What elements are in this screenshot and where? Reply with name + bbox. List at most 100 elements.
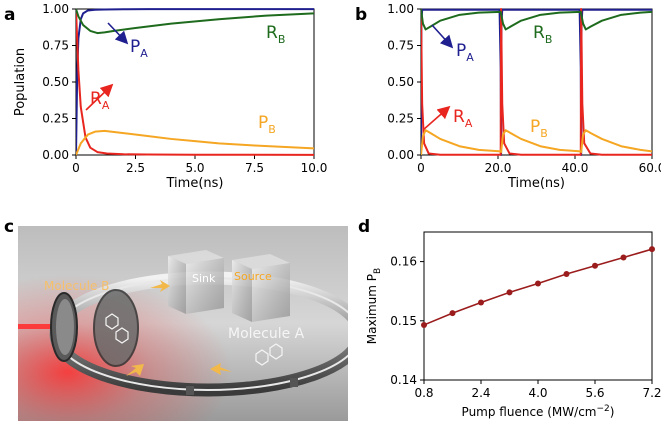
y-tick-label: 0.50 (387, 75, 414, 89)
x-axis-label: Time(ns) (166, 176, 224, 191)
x-tick-label: 2.4 (471, 386, 490, 400)
chart-a: 0 2.5 5.0 7.5 10.0 0.00 0.25 0.50 0.75 1.00 Time(n… (13, 2, 327, 191)
data-point (478, 299, 484, 306)
flow-arrow-1 (150, 280, 170, 292)
source-label: Source (234, 270, 272, 283)
y-tick-label: 0.75 (387, 39, 414, 53)
y-tick-label: 1.00 (42, 2, 69, 16)
annotation-sub: B (545, 33, 553, 46)
annotation-label-PA: PA (130, 37, 148, 60)
y-axis-label: Population (13, 48, 28, 116)
y-tick-label: 0.14 (390, 373, 417, 387)
annotation-label-PB: PB (530, 117, 548, 140)
x-tick-label: 2.5 (126, 161, 145, 175)
data-point (421, 321, 427, 328)
data-point (563, 271, 570, 278)
annotation-arrow (85, 83, 114, 111)
series-line-Maximum-P-B (424, 248, 652, 326)
x-tick-label: 4.0 (528, 386, 547, 400)
annotation-label-PA: PA (456, 41, 474, 64)
y-axis-label: Maximum PB (365, 268, 383, 344)
annotation-sub: A (140, 47, 148, 60)
chart-d: 0.8 2.4 4.0 5.6 7.2 0.14 0.15 0.16 Pump fluence … (365, 231, 661, 419)
x-tick-label: 5.0 (185, 161, 204, 175)
x-tick-label: 7.2 (642, 386, 661, 400)
series-line-P-A (76, 8, 314, 156)
sink-cube-front (168, 256, 186, 314)
molecule-b-label: Molecule B (44, 279, 109, 293)
x-tick-label: 7.5 (245, 161, 264, 175)
y-tick-label: 0.75 (42, 39, 69, 53)
annotation-base: R (90, 89, 102, 109)
annotation-label-RA: RA (453, 107, 473, 130)
y-tick-label: 0.00 (42, 148, 69, 162)
annotation-base: R (266, 23, 278, 43)
flow-arrow-2 (210, 363, 232, 375)
annotation-label-RB: RB (533, 23, 552, 46)
ring-foot-2 (290, 378, 298, 387)
annotation-base: P (456, 41, 466, 61)
molecule-a-label: Molecule A (228, 326, 305, 342)
annotation-label-PB: PB (258, 113, 276, 136)
y-tick-label: 0.25 (42, 112, 69, 126)
source-cube-top (232, 254, 290, 269)
molecule-a-structure (255, 343, 283, 366)
ring-foot-1 (186, 386, 194, 395)
flow-arrow-3 (126, 364, 144, 376)
annotation-base: P (258, 113, 268, 133)
y-tick-label: 0.50 (42, 75, 69, 89)
x-tick-label: 20.0 (485, 161, 512, 175)
laser-beam (18, 324, 60, 329)
mirror-face (56, 299, 74, 355)
sink-cube-side (186, 258, 224, 314)
annotation-label-RB: RB (266, 23, 285, 46)
x-axis-label: Pump fluence (MW/cm−2) (462, 404, 615, 419)
y-tick-label: 0.25 (387, 112, 414, 126)
annotation-sub: A (102, 99, 110, 112)
panel-letter-b: b (355, 5, 367, 25)
panel-letter-a: a (4, 5, 15, 25)
annotation-sub: A (466, 51, 474, 64)
x-tick-label: 0 (417, 161, 425, 175)
series-line-R-A (421, 8, 652, 156)
molecule-b-disk (93, 289, 139, 367)
annotation-arrow (431, 24, 454, 49)
sink-label: Sink (192, 272, 216, 285)
annotation-base: P (130, 37, 140, 57)
molecule-ring-illustration: Sink Source Molecule B Molecule A (18, 226, 348, 421)
series-line-R-B (76, 8, 314, 35)
annotation-base: R (533, 23, 545, 43)
series-line-R-A (76, 8, 314, 156)
series-line-P-B (76, 129, 314, 156)
x-tick-label: 5.6 (585, 386, 604, 400)
annotation-arrow (107, 22, 129, 45)
data-point (506, 289, 513, 296)
annotation-sub: B (540, 127, 548, 140)
x-tick-label: 10.0 (301, 161, 328, 175)
plot-frame (423, 231, 653, 381)
y-tick-label: 0.16 (390, 255, 417, 269)
data-point (592, 262, 598, 269)
y-tick-label: 0.00 (387, 148, 414, 162)
series-line-P-B (421, 129, 652, 156)
chart-b: 0 20.0 40.0 60.0 0.00 0.25 0.50 0.75 1.00 Time(ns… (387, 2, 661, 191)
molecule-b-structure (105, 313, 129, 344)
x-tick-label: 40.0 (562, 161, 589, 175)
x-axis-label: Time(ns) (507, 176, 565, 191)
sink-cube-top (168, 250, 224, 264)
x-axis-label-main: Pump fluence (MW/cm (462, 405, 597, 419)
x-tick-label: 0.8 (414, 386, 433, 400)
data-point (535, 280, 541, 287)
source-cube-side (252, 263, 290, 322)
y-axis-label-sub: B (373, 268, 383, 274)
annotation-sub: B (268, 123, 276, 136)
data-point (620, 254, 627, 261)
x-axis-label-end: ) (610, 405, 615, 419)
x-axis-label-sup: −2 (596, 404, 609, 414)
data-point (649, 246, 655, 253)
annotation-label-RA: RA (90, 89, 110, 112)
annotation-base: R (453, 107, 465, 127)
y-tick-label: 0.15 (390, 314, 417, 328)
panel-letter-d: d (358, 217, 370, 237)
panel-letter-c: c (4, 217, 14, 237)
